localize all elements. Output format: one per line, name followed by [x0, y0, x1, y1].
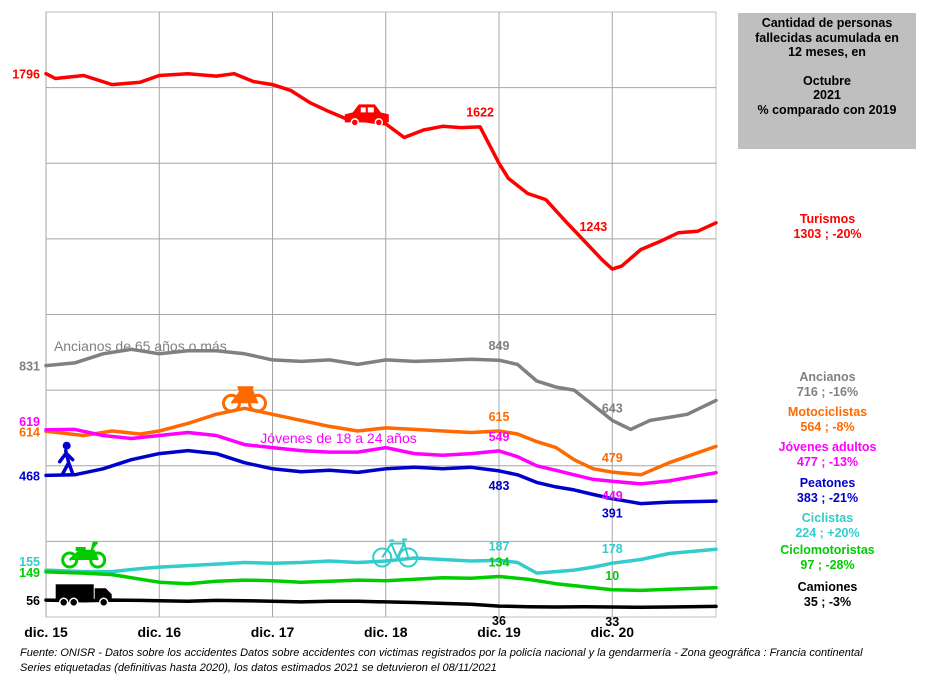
x-tick-label: dic. 16 — [137, 624, 181, 640]
motorcycle-icon — [222, 386, 267, 413]
legend-summary: 35 ; -3% — [803, 595, 852, 609]
data-label: 187 — [489, 539, 510, 553]
title-line-2: fallecidas acumulada en — [755, 30, 899, 45]
data-label: 56 — [26, 594, 40, 608]
legend-name: Turismos — [799, 212, 856, 226]
legend-name: Peatones — [799, 476, 856, 490]
series-icons — [55, 104, 419, 608]
legend-entry-ciclomotoristas: Ciclomotoristas 97 ; -28% — [745, 543, 910, 573]
truck-icon — [55, 584, 112, 608]
data-label: 1622 — [466, 105, 494, 119]
data-label: 149 — [19, 566, 40, 580]
data-label: 36 — [492, 614, 506, 628]
legend-summary: 97 ; -28% — [800, 558, 855, 572]
data-label: 391 — [602, 507, 623, 521]
legend-summary: 383 ; -21% — [796, 491, 859, 505]
title-line-1: Cantidad de personas — [761, 16, 893, 30]
data-label: 619 — [19, 415, 40, 429]
data-label: 549 — [489, 430, 510, 444]
series-line-jovenes-adultos — [44, 427, 718, 486]
data-label: 479 — [602, 451, 623, 465]
series-line-ancianos — [44, 347, 718, 432]
data-label: 831 — [19, 360, 40, 374]
legend-summary: 477 ; -13% — [796, 455, 859, 469]
title-line-6: % comparado con 2019 — [757, 102, 897, 117]
data-label: 643 — [602, 401, 623, 415]
legend-name: Ancianos — [799, 370, 856, 384]
x-tick-label: dic. 17 — [251, 624, 295, 640]
legend-entry-turismos: Turismos 1303 ; -20% — [745, 212, 910, 242]
data-label: 614 — [19, 425, 40, 439]
data-label: 468 — [19, 469, 40, 483]
data-label: 483 — [489, 479, 510, 493]
data-label: 155 — [19, 555, 40, 569]
legend-summary: 564 ; -8% — [800, 420, 855, 434]
x-tick-label: dic. 18 — [364, 624, 408, 640]
data-label: 10 — [605, 569, 619, 583]
data-label: 849 — [489, 339, 510, 353]
chart-title-box: Cantidad de personas fallecidas acumulad… — [738, 13, 916, 149]
x-axis-ticks: dic. 15 dic. 16 dic. 17 dic. 18 dic. 19 dic. … — [24, 624, 634, 640]
legend-name: Jóvenes adultos — [778, 440, 877, 454]
x-tick-label: dic. 15 — [24, 624, 68, 640]
data-label: 1243 — [579, 220, 607, 234]
legend-name: Ciclistas — [801, 511, 854, 525]
legend-entry-motociclistas: Motociclistas 564 ; -8% — [745, 405, 910, 435]
legend-summary: 224 ; +20% — [795, 526, 860, 540]
data-label: 615 — [489, 410, 510, 424]
car-icon — [344, 104, 389, 127]
data-label: 449 — [602, 489, 623, 503]
series-line-motociclistas — [44, 406, 718, 477]
moped-icon — [61, 541, 107, 569]
annotations: Ancianos de 65 años o más Jóvenes de 18 a… — [54, 338, 417, 446]
data-label: 178 — [602, 542, 623, 556]
legend-entry-peatones: Peatones 383 ; -21% — [745, 476, 910, 506]
bicycle-icon — [372, 538, 419, 568]
series-line-turismos — [44, 71, 718, 271]
title-line-3: 12 meses, en — [788, 45, 866, 59]
source-line-1: Fuente: ONISR - Datos sobre los accident… — [20, 647, 863, 659]
legend-name: Motociclistas — [787, 405, 868, 419]
legend-entry-jovenes-adultos: Jóvenes adultos 477 ; -13% — [745, 440, 910, 470]
horizontal-gridlines — [46, 87, 716, 542]
data-label: 1796 — [12, 68, 40, 82]
x-tick-label: dic. 19 — [477, 624, 521, 640]
legend-name: Camiones — [797, 580, 858, 594]
pedestrian-icon — [57, 441, 75, 476]
legend-summary: 716 ; -16% — [796, 385, 859, 399]
source-note: Fuente: ONISR - Datos sobre los accident… — [20, 646, 863, 675]
series-line-peatones — [44, 448, 718, 506]
annotation-label: Jóvenes de 18 a 24 años — [260, 430, 416, 446]
legend-summary: 1303 ; -20% — [793, 227, 862, 241]
legend-entry-ciclistas: Ciclistas 224 ; +20% — [745, 511, 910, 541]
title-line-4: Octubre — [803, 73, 851, 88]
vertical-gridlines — [45, 12, 613, 617]
annotation-label: Ancianos de 65 años o más — [54, 338, 227, 354]
source-line-2: Series etiquetadas (definitivas hasta 20… — [20, 661, 497, 674]
series-line-camiones — [44, 598, 718, 610]
x-tick-label: dic. 20 — [590, 624, 634, 640]
data-labels: 1796 1622 1243 831 849 643 614 615 479 619 549 449 4… — [12, 68, 623, 629]
legend-entry-ancianos: Ancianos 716 ; -16% — [745, 370, 910, 400]
series-line-ciclomotoristas — [44, 570, 718, 593]
data-label: 33 — [605, 615, 619, 629]
legend-name: Ciclomotoristas — [780, 543, 875, 557]
title-line-5: 2021 — [813, 88, 841, 102]
data-label: 134 — [489, 555, 510, 569]
legend-entry-camiones: Camiones 35 ; -3% — [745, 580, 910, 610]
